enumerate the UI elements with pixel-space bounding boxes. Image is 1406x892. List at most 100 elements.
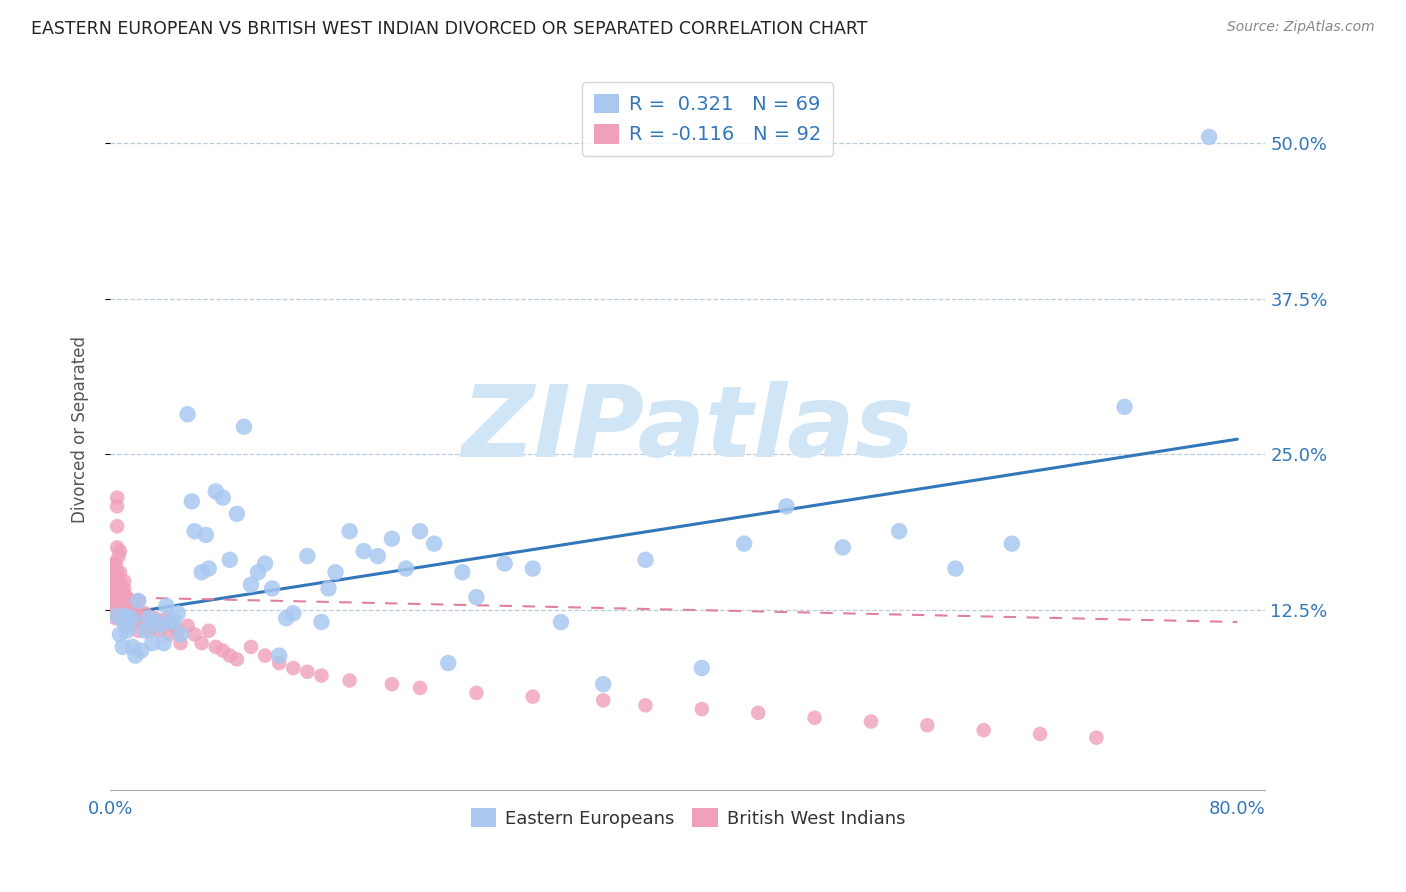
Point xyxy=(775,500,797,514)
Point xyxy=(120,594,142,608)
Point xyxy=(917,718,939,732)
Point xyxy=(124,648,146,663)
Point xyxy=(803,711,825,725)
Point xyxy=(127,624,149,638)
Point xyxy=(120,611,142,625)
Point xyxy=(197,624,219,638)
Point xyxy=(104,602,127,616)
Point xyxy=(550,615,572,629)
Point xyxy=(105,541,128,555)
Point xyxy=(105,491,128,505)
Point xyxy=(437,656,460,670)
Point xyxy=(111,640,134,654)
Point xyxy=(134,607,156,621)
Point xyxy=(118,602,141,616)
Point xyxy=(747,706,769,720)
Point xyxy=(108,566,131,580)
Point xyxy=(465,590,488,604)
Point xyxy=(297,549,319,563)
Point xyxy=(1114,400,1136,414)
Point xyxy=(127,594,149,608)
Text: EASTERN EUROPEAN VS BRITISH WEST INDIAN DIVORCED OR SEPARATED CORRELATION CHART: EASTERN EUROPEAN VS BRITISH WEST INDIAN … xyxy=(31,20,868,37)
Point xyxy=(105,590,128,604)
Point xyxy=(136,611,159,625)
Point xyxy=(108,627,131,641)
Point xyxy=(110,582,132,596)
Point xyxy=(211,491,233,505)
Point xyxy=(381,677,404,691)
Point xyxy=(225,507,247,521)
Point xyxy=(112,582,135,596)
Point xyxy=(114,618,136,632)
Point xyxy=(166,607,188,621)
Point xyxy=(254,648,277,663)
Point xyxy=(194,528,217,542)
Point xyxy=(262,582,284,596)
Point xyxy=(889,524,911,539)
Point xyxy=(465,686,488,700)
Point xyxy=(107,599,129,613)
Point xyxy=(141,615,163,629)
Point xyxy=(157,615,180,629)
Point xyxy=(114,602,136,616)
Point xyxy=(117,615,139,629)
Point xyxy=(155,611,177,625)
Point xyxy=(105,586,128,600)
Point xyxy=(105,602,128,616)
Point xyxy=(136,618,159,632)
Point xyxy=(112,594,135,608)
Point xyxy=(339,524,361,539)
Point xyxy=(104,611,127,625)
Point xyxy=(105,577,128,591)
Point xyxy=(190,636,212,650)
Point xyxy=(121,640,143,654)
Point xyxy=(176,407,198,421)
Point xyxy=(183,524,205,539)
Point xyxy=(141,636,163,650)
Point xyxy=(339,673,361,688)
Point xyxy=(105,574,128,588)
Point xyxy=(129,611,152,625)
Point xyxy=(122,615,145,629)
Point xyxy=(218,553,240,567)
Point xyxy=(108,602,131,616)
Point xyxy=(690,661,713,675)
Point xyxy=(162,614,184,628)
Point xyxy=(162,618,184,632)
Point xyxy=(110,594,132,608)
Point xyxy=(283,661,305,675)
Point xyxy=(592,693,614,707)
Point xyxy=(101,586,124,600)
Point xyxy=(101,574,124,588)
Point xyxy=(103,557,125,571)
Point xyxy=(409,681,432,695)
Point xyxy=(1085,731,1108,745)
Point xyxy=(225,652,247,666)
Text: ZIPatlas: ZIPatlas xyxy=(461,381,914,478)
Point xyxy=(381,532,404,546)
Point xyxy=(166,624,188,638)
Point xyxy=(105,500,128,514)
Point xyxy=(176,618,198,632)
Point xyxy=(104,557,127,571)
Point xyxy=(155,599,177,613)
Point xyxy=(318,582,340,596)
Point xyxy=(690,702,713,716)
Y-axis label: Divorced or Separated: Divorced or Separated xyxy=(72,335,89,523)
Point xyxy=(634,698,657,713)
Point xyxy=(945,561,967,575)
Point xyxy=(157,627,180,641)
Point xyxy=(107,586,129,600)
Point xyxy=(859,714,882,729)
Point xyxy=(522,561,544,575)
Point xyxy=(107,549,129,563)
Point xyxy=(103,566,125,580)
Point xyxy=(120,611,142,625)
Point xyxy=(367,549,389,563)
Point xyxy=(1001,536,1024,550)
Point xyxy=(423,536,446,550)
Point xyxy=(247,566,270,580)
Point xyxy=(115,607,138,621)
Point xyxy=(240,640,263,654)
Point xyxy=(409,524,432,539)
